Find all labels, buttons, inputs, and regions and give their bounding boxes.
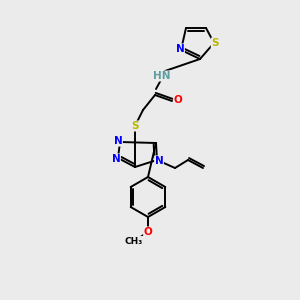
Text: N: N [176,44,184,54]
Text: O: O [174,95,182,105]
Text: HN: HN [153,71,171,81]
Text: N: N [112,154,120,164]
Text: CH₃: CH₃ [125,236,143,245]
Text: N: N [114,136,122,146]
Text: S: S [131,121,139,131]
Text: S: S [211,38,219,48]
Text: O: O [144,227,152,237]
Text: N: N [154,156,164,166]
